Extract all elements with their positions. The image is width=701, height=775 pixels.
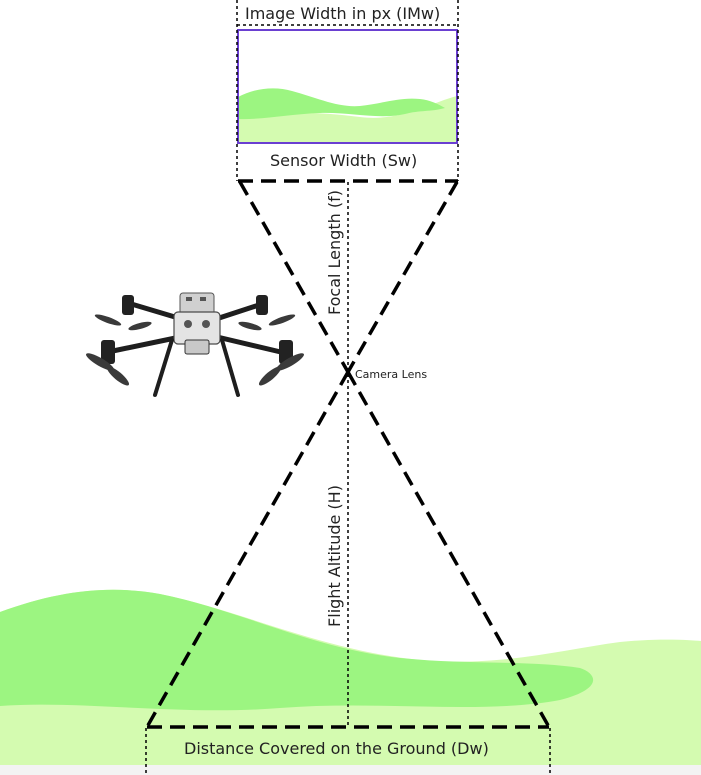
drone-body (173, 311, 221, 345)
image-frame-hill-bright (238, 88, 445, 120)
camera-lens-label: Camera Lens (355, 368, 428, 381)
fov-left-upper (238, 181, 350, 373)
drone-icon (86, 292, 304, 397)
focal-length-label: Focal Length (f) (325, 190, 344, 317)
dotted-outlines (145, 0, 551, 775)
flight-altitude-label: Flight Altitude (H) (325, 481, 344, 631)
drone-body-details (184, 297, 210, 328)
image-frame-border (237, 29, 458, 144)
image-width-label: Image Width in px (IMw) (243, 4, 443, 23)
fov-right-upper (346, 181, 459, 373)
drone-propellers (86, 314, 304, 386)
ground-distance-label: Distance Covered on the Ground (Dw) (184, 739, 489, 758)
image-frame (237, 29, 458, 144)
image-frame-hill-light (238, 96, 457, 143)
ground-strip (0, 765, 701, 775)
drone-gimbal (184, 339, 210, 355)
sensor-width-label: Sensor Width (Sw) (270, 151, 418, 170)
ground-hill-front (0, 589, 594, 711)
field-of-view-lines (145, 179, 551, 729)
drone-landing-gear (153, 338, 240, 397)
